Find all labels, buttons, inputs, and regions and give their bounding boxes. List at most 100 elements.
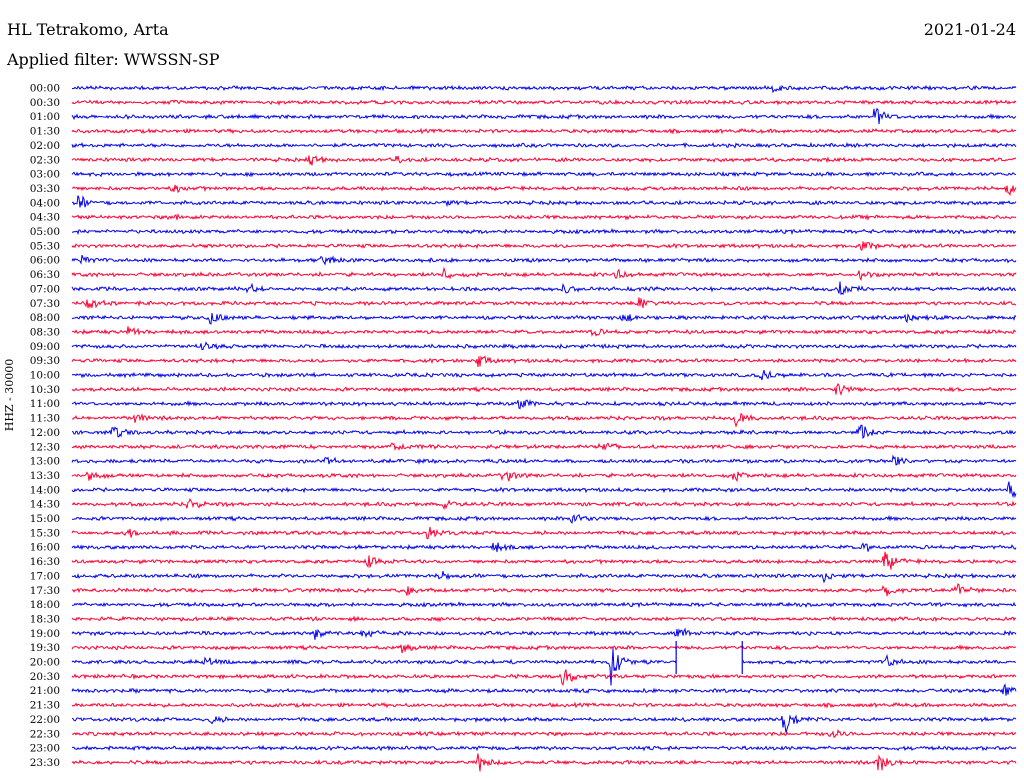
trace-row-0400 [71, 195, 1017, 208]
y-tick-label: 08:00 [30, 312, 60, 324]
y-tick-label: 14:00 [30, 484, 60, 496]
y-tick-label: 04:30 [30, 212, 60, 224]
trace-row-2000 [71, 648, 1017, 686]
trace-row-1800 [71, 601, 1017, 609]
trace-row-0900 [71, 341, 1017, 351]
trace-row-2200 [71, 714, 1017, 733]
trace-row-0730 [71, 297, 1017, 310]
trace-row-0930 [71, 355, 1017, 367]
y-tick-label: 21:00 [30, 685, 60, 697]
trace-row-2100 [71, 683, 1017, 696]
tick-labels-group: 00:00 00:30 01:00 01:30 02:00 02:30 03:00 03:30… [30, 83, 60, 769]
trace-row-0630 [71, 266, 1017, 282]
y-tick-label: 09:00 [30, 341, 60, 353]
y-tick-label: 23:00 [30, 743, 60, 755]
trace-row-2300 [71, 744, 1017, 752]
y-tick-label: 17:30 [30, 585, 60, 597]
y-tick-label: 15:00 [30, 513, 60, 525]
y-tick-label: 08:30 [30, 326, 60, 338]
trace-row-0100 [71, 107, 1017, 125]
trace-row-0800 [71, 313, 1017, 325]
y-tick-label: 18:00 [30, 599, 60, 611]
y-tick-label: 11:30 [30, 413, 60, 425]
y-tick-label: 04:00 [30, 197, 60, 209]
trace-row-1700 [71, 570, 1017, 584]
y-tick-label: 06:30 [30, 269, 60, 281]
y-tick-label: 12:30 [30, 441, 60, 453]
trace-row-1200 [71, 424, 1017, 440]
trace-row-1500 [71, 514, 1017, 524]
y-tick-label: 10:00 [30, 370, 60, 382]
trace-row-1030 [71, 382, 1017, 397]
y-tick-label: 09:30 [30, 355, 60, 367]
trace-row-0700 [71, 281, 1017, 296]
y-tick-label: 05:00 [30, 226, 60, 238]
y-tick-label: 10:30 [30, 384, 60, 396]
trace-row-0030 [71, 98, 1017, 106]
y-tick-label: 21:30 [30, 700, 60, 712]
trace-row-1300 [71, 454, 1017, 466]
trace-row-2330 [71, 753, 1017, 772]
trace-row-1130 [71, 412, 1017, 428]
y-tick-label: 02:00 [30, 140, 60, 152]
y-tick-label: 13:30 [30, 470, 60, 482]
y-tick-label: 22:30 [30, 728, 60, 740]
y-tick-label: 01:00 [30, 111, 60, 123]
trace-row-1600 [71, 542, 1017, 553]
y-tick-label: 07:00 [30, 283, 60, 295]
date-label: 2021-01-24 [923, 20, 1016, 39]
y-tick-label: 20:00 [30, 657, 60, 669]
y-tick-label: 23:30 [30, 757, 60, 769]
trace-row-2230 [72, 728, 1017, 738]
trace-row-0000 [71, 84, 1017, 94]
trace-row-0530 [71, 241, 1017, 251]
trace-row-0500 [72, 228, 1017, 236]
y-tick-label: 17:00 [30, 570, 60, 582]
y-tick-label: 05:30 [30, 240, 60, 252]
y-tick-label: 15:30 [30, 527, 60, 539]
trace-row-0330 [71, 184, 1017, 196]
y-tick-label: 20:30 [30, 671, 60, 683]
y-tick-label: 14:30 [30, 499, 60, 511]
y-tick-label: 12:00 [30, 427, 60, 439]
trace-row-0600 [71, 254, 1017, 266]
y-tick-label: 00:30 [30, 97, 60, 109]
trace-row-1430 [71, 497, 1017, 511]
trace-row-1100 [71, 398, 1017, 410]
y-tick-label: 16:00 [30, 542, 60, 554]
trace-row-1000 [71, 369, 1017, 381]
y-tick-label: 18:30 [30, 613, 60, 625]
y-tick-label: 01:30 [30, 126, 60, 138]
trace-row-0300 [71, 170, 1017, 178]
y-tick-label: 19:30 [30, 642, 60, 654]
trace-row-2030 [71, 669, 1017, 686]
trace-row-1230 [71, 442, 1017, 452]
filter-label: Applied filter: WWSSN-SP [7, 50, 220, 69]
trace-row-0130 [71, 127, 1017, 135]
y-tick-label: 11:00 [30, 398, 60, 410]
trace-row-0200 [71, 141, 1017, 149]
trace-row-1830 [71, 615, 1017, 623]
y-tick-label: 13:00 [30, 456, 60, 468]
y-tick-label: 03:00 [30, 169, 60, 181]
station-title: HL Tetrakomo, Arta [7, 20, 169, 39]
y-tick-label: 16:30 [30, 556, 60, 568]
trace-row-1900 [71, 627, 1017, 640]
y-tick-label: 00:00 [30, 83, 60, 95]
trace-row-1730 [71, 583, 1017, 597]
trace-row-0430 [71, 213, 1017, 221]
trace-row-2130 [71, 701, 1017, 709]
y-tick-label: 07:30 [30, 298, 60, 310]
y-tick-label: 22:00 [30, 714, 60, 726]
trace-row-1630 [71, 551, 1017, 570]
traces-group [71, 84, 1017, 772]
y-tick-label: 19:00 [30, 628, 60, 640]
trace-row-0830 [71, 326, 1017, 337]
y-tick-label: 03:30 [30, 183, 60, 195]
trace-row-1930 [71, 644, 1017, 654]
trace-row-1330 [71, 471, 1017, 483]
trace-row-1400 [71, 481, 1017, 499]
trace-row-1530 [71, 526, 1017, 540]
trace-row-0230 [71, 155, 1017, 166]
